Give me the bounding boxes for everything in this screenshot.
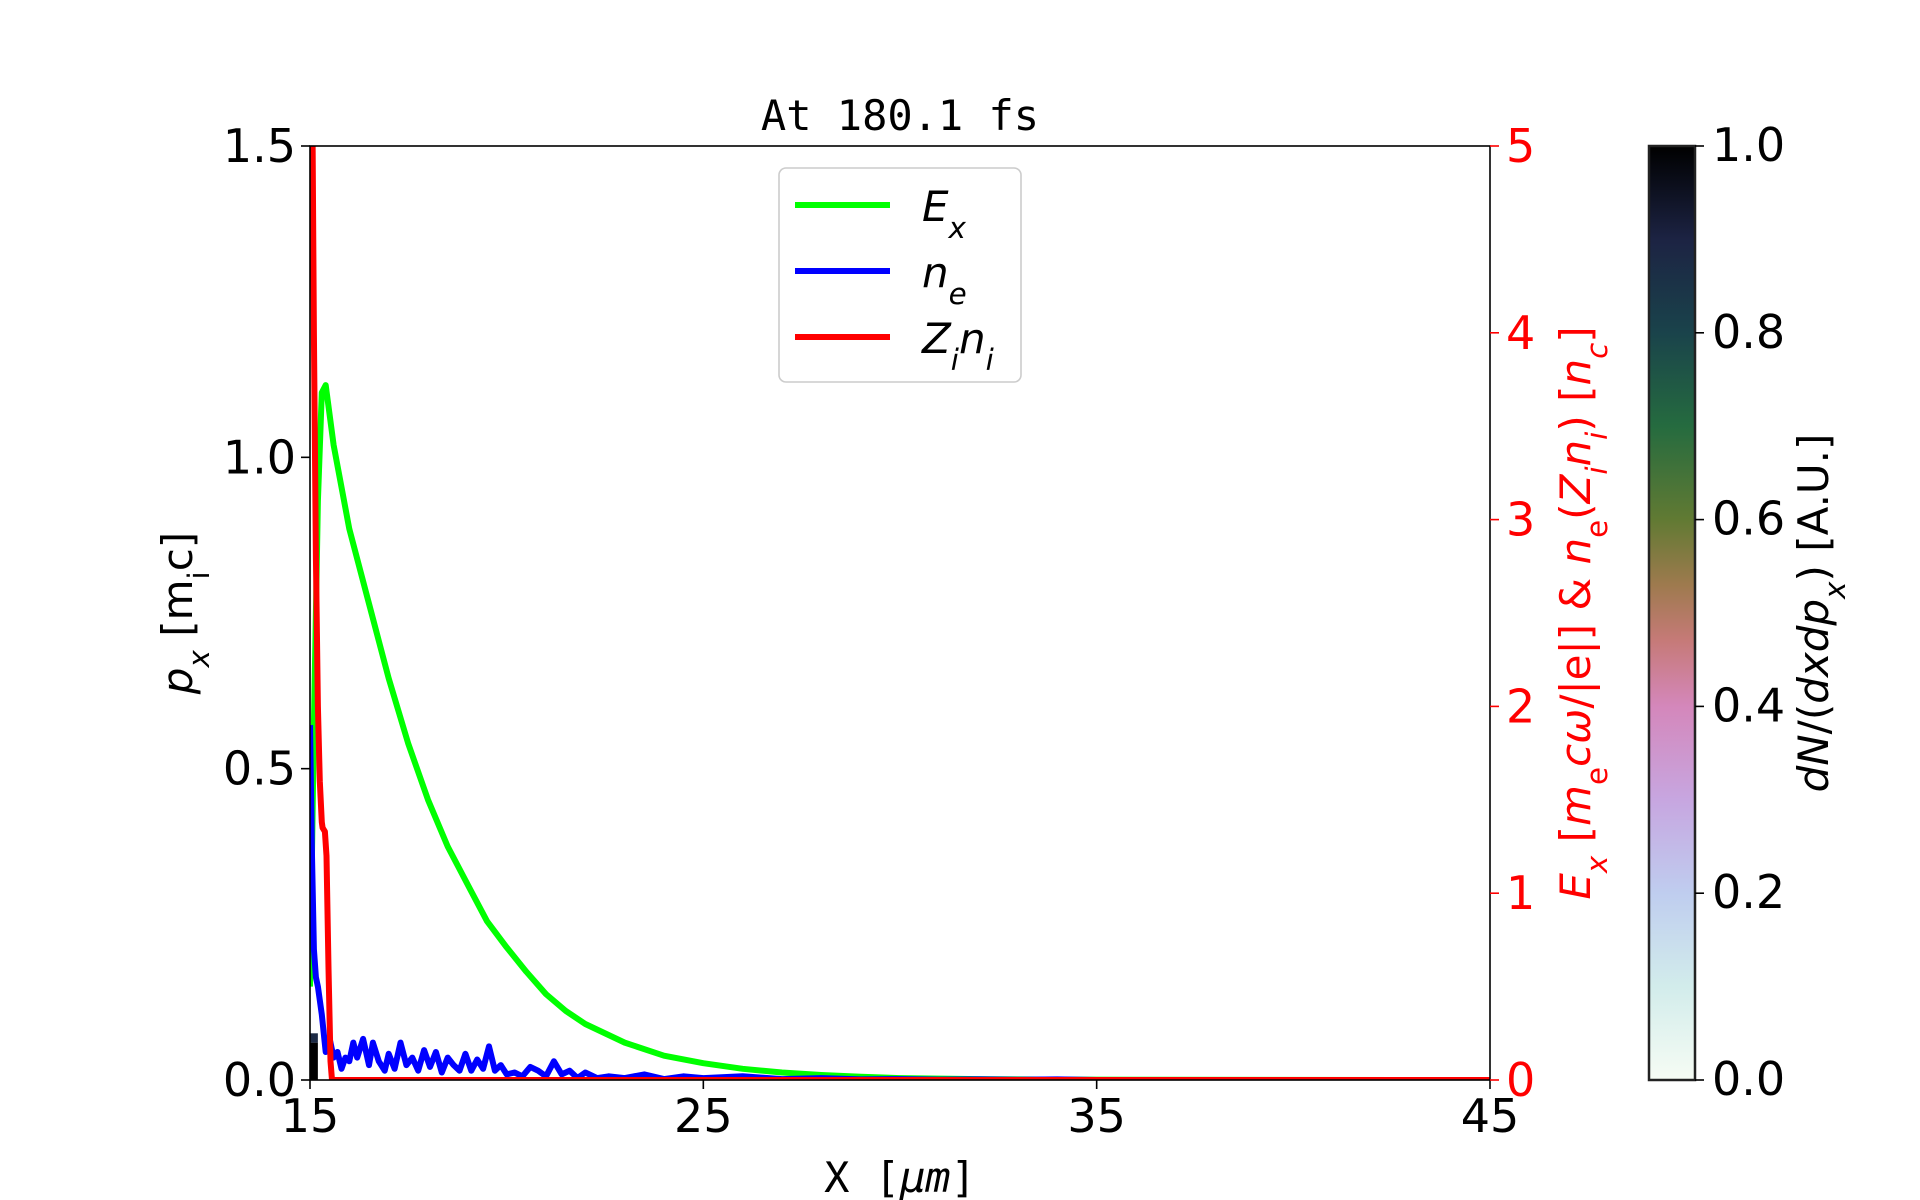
colorbar-tick-label: 0.0 bbox=[1712, 1052, 1785, 1106]
legend-label-part: n bbox=[922, 248, 949, 297]
colorbar-tick-label: 0.8 bbox=[1712, 305, 1785, 359]
y-right-tick-label: 5 bbox=[1506, 119, 1535, 173]
y-axis-right-label-part: n bbox=[1551, 359, 1600, 386]
x-tick-label: 25 bbox=[674, 1089, 733, 1143]
y-axis-right-label: Ex [mecω/|e|] & ne(Zini) [nc] bbox=[1551, 326, 1614, 899]
colorbar-gradient bbox=[1647, 144, 1697, 1082]
legend-label-part: e bbox=[949, 277, 967, 311]
y-axis-left-label: px [mic] bbox=[153, 532, 216, 695]
colorbar: 0.0 0.2 0.4 0.6 0.8 1.0 dN/(dxdpx) [A.U.] bbox=[1647, 118, 1852, 1106]
y-axis-right-label-part: ) [ bbox=[1551, 386, 1600, 432]
y-axis-right-label-part: cω bbox=[1551, 709, 1600, 767]
y-right-tick-label: 0 bbox=[1506, 1053, 1535, 1107]
series-line-ex bbox=[310, 382, 1490, 1080]
y-axis-right-label-part: x bbox=[1580, 855, 1614, 874]
legend-label-part: Z bbox=[921, 314, 952, 363]
y-axis-right-label-part: n bbox=[1551, 440, 1600, 467]
series-lines bbox=[310, 146, 1490, 1080]
y-axis-right-label-part: i bbox=[1580, 431, 1614, 440]
y-axis-right-label-part: e bbox=[1580, 767, 1614, 785]
legend-label-part: n bbox=[959, 314, 986, 363]
x-tick-label: 15 bbox=[281, 1089, 340, 1143]
colorbar-tick-label: 0.6 bbox=[1712, 492, 1785, 546]
x-axis-label-part: X [ bbox=[824, 1153, 900, 1200]
y-axis-left-label-part: i bbox=[182, 571, 216, 579]
legend-box bbox=[778, 167, 1022, 383]
colorbar-tick-label: 0.4 bbox=[1712, 678, 1785, 732]
colorbar-label-part: dxdp bbox=[1789, 599, 1838, 704]
colorbar-ticks: 0.0 0.2 0.4 0.6 0.8 1.0 bbox=[1695, 118, 1785, 1106]
y-axis-right-label-part: [ bbox=[1551, 826, 1600, 856]
colorbar-label-part: /( bbox=[1789, 704, 1838, 735]
y-axis-left-label-part: c] bbox=[153, 532, 202, 571]
y-axis-left-label-part: x bbox=[182, 650, 216, 669]
legend-label: Zini bbox=[921, 314, 995, 377]
y-axis-right: 0 1 2 3 4 5 bbox=[1490, 119, 1535, 1107]
legend-item-zini: Zini bbox=[795, 314, 995, 377]
y-left-tick-label: 0.0 bbox=[223, 1053, 296, 1107]
legend-label-part: i bbox=[986, 343, 995, 377]
y-right-tick-label: 1 bbox=[1506, 866, 1535, 920]
x-axis-label-part: ] bbox=[951, 1153, 976, 1200]
phase-space-cell bbox=[310, 1033, 318, 1043]
y-left-tick-label: 1.5 bbox=[223, 119, 296, 173]
legend-item-ex: Ex bbox=[795, 182, 967, 245]
y-axis-right-label-part: n bbox=[1551, 538, 1600, 565]
y-axis-right-label-part: /|e|] & bbox=[1551, 565, 1600, 709]
series-line-zini bbox=[310, 146, 1490, 1080]
y-axis-right-label-part: Z bbox=[1551, 473, 1600, 504]
x-axis: 15 25 35 45 bbox=[281, 1080, 1520, 1143]
y-left-tick-label: 1.0 bbox=[223, 430, 296, 484]
series-line-ne bbox=[310, 725, 1490, 1080]
y-axis-left-label-part: p bbox=[153, 668, 202, 696]
legend-item-ne: ne bbox=[795, 248, 967, 311]
colorbar-tick-label: 0.2 bbox=[1712, 865, 1785, 919]
y-axis-left: 0.0 0.5 1.0 1.5 bbox=[223, 119, 310, 1107]
chart-title: At 180.1 fs bbox=[761, 91, 1039, 140]
colorbar-label-part: x bbox=[1818, 581, 1852, 600]
y-right-tick-label: 3 bbox=[1506, 493, 1535, 547]
y-axis-right-label-part: E bbox=[1551, 873, 1600, 900]
colorbar-label-part: ) [A.U.] bbox=[1789, 434, 1838, 582]
colorbar-tick-label: 1.0 bbox=[1712, 118, 1785, 172]
y-axis-left-label-part: [m bbox=[153, 579, 202, 650]
x-axis-label-part: μm bbox=[899, 1153, 951, 1200]
legend-label-part: x bbox=[948, 211, 967, 245]
legend-label: Ex bbox=[922, 182, 967, 245]
colorbar-label: dN/(dxdpx) [A.U.] bbox=[1789, 434, 1852, 793]
x-axis-label: X [μm] bbox=[824, 1153, 976, 1200]
y-axis-right-label-part: ] bbox=[1551, 326, 1600, 342]
y-left-tick-label: 0.5 bbox=[223, 742, 296, 796]
y-axis-right-label-part: i bbox=[1580, 466, 1614, 475]
x-tick-label: 45 bbox=[1461, 1089, 1520, 1143]
legend-label-part: i bbox=[951, 343, 960, 377]
y-axis-right-label-part: ( bbox=[1551, 503, 1600, 519]
y-axis-right-label-part: m bbox=[1551, 785, 1600, 826]
y-right-tick-label: 4 bbox=[1506, 306, 1535, 360]
colorbar-label-part: dN bbox=[1789, 734, 1838, 792]
y-axis-right-label-part: c bbox=[1580, 343, 1614, 359]
legend-label: ne bbox=[922, 248, 967, 311]
legend-label-part: E bbox=[922, 182, 949, 231]
phase-space-cell bbox=[310, 1042, 318, 1080]
plot-frame bbox=[309, 145, 1491, 1081]
y-right-tick-label: 2 bbox=[1506, 679, 1535, 733]
x-tick-label: 35 bbox=[1067, 1089, 1126, 1143]
y-axis-right-label-part: e bbox=[1580, 520, 1614, 538]
